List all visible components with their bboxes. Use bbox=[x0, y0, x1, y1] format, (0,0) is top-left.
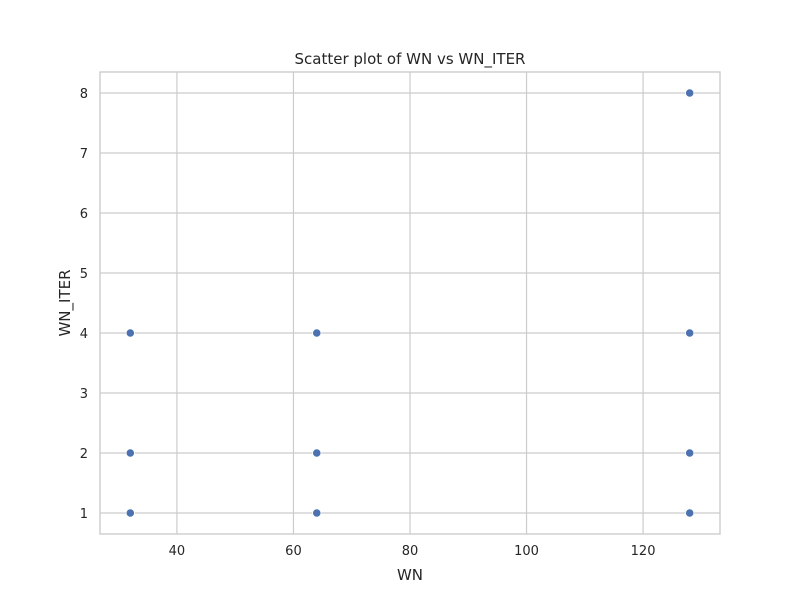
data-point bbox=[685, 328, 695, 338]
x-axis-label: WN bbox=[397, 566, 423, 584]
data-point bbox=[685, 448, 695, 458]
data-point bbox=[125, 448, 135, 458]
x-tick-label: 120 bbox=[631, 544, 656, 559]
chart-title: Scatter plot of WN vs WN_ITER bbox=[295, 50, 526, 69]
y-tick-label: 8 bbox=[80, 87, 88, 102]
tick-labels: 40 60 80 100 120 1 2 3 4 5 6 7 8 bbox=[80, 87, 656, 559]
data-point bbox=[312, 508, 322, 518]
y-tick-label: 4 bbox=[80, 327, 88, 342]
plot-frame bbox=[99, 71, 721, 535]
y-tick-label: 7 bbox=[80, 147, 88, 162]
data-point bbox=[312, 328, 322, 338]
data-point bbox=[312, 448, 322, 458]
y-axis-label: WN_ITER bbox=[56, 269, 75, 336]
data-point bbox=[685, 508, 695, 518]
grid-layer bbox=[100, 72, 720, 534]
data-point bbox=[685, 88, 695, 98]
x-tick-label: 80 bbox=[402, 544, 419, 559]
points-layer bbox=[125, 88, 695, 518]
y-tick-label: 5 bbox=[80, 267, 88, 282]
x-tick-label: 60 bbox=[285, 544, 302, 559]
y-tick-label: 3 bbox=[80, 387, 88, 402]
data-point bbox=[125, 508, 135, 518]
x-tick-label: 100 bbox=[514, 544, 539, 559]
y-tick-label: 1 bbox=[80, 507, 88, 522]
y-tick-label: 6 bbox=[80, 207, 88, 222]
y-tick-label: 2 bbox=[80, 447, 88, 462]
data-point bbox=[125, 328, 135, 338]
x-tick-label: 40 bbox=[169, 544, 186, 559]
